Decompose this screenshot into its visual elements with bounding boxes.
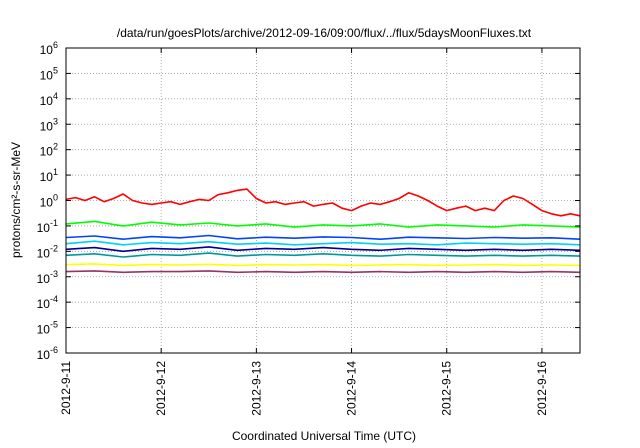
plot-lines	[65, 188, 581, 274]
y-tick-label: 102	[40, 142, 58, 159]
y-tick-label: 10-1	[37, 218, 58, 235]
y-tick-label: 103	[40, 116, 58, 133]
y-axis-label: protons/cm²-s-sr-MeV	[9, 142, 23, 258]
chart-title: /data/run/goesPlots/archive/2012-09-16/0…	[117, 26, 532, 40]
y-tick-label: 104	[40, 91, 58, 108]
x-axis-label: Coordinated Universal Time (UTC)	[232, 429, 416, 443]
y-tick-label: 10-5	[37, 320, 58, 337]
x-tick-label: 2012-9-11	[59, 361, 73, 415]
x-tick-label: 2012-9-15	[440, 361, 454, 416]
y-tick-label: 101	[40, 167, 58, 184]
x-tick-label: 2012-9-16	[535, 361, 549, 416]
x-tick-label: 2012-9-14	[345, 361, 359, 416]
y-tick-label: 100	[40, 193, 58, 210]
series-line	[65, 270, 581, 274]
y-tick-label: 10-2	[37, 243, 58, 260]
x-tick-label: 2012-9-13	[249, 361, 263, 416]
y-tick-label: 10-4	[37, 294, 58, 311]
y-tick-label: 10-6	[37, 345, 58, 362]
x-ticks: 2012-9-11 2012-9-12 2012-9-13 2012-9-14 2012…	[59, 48, 549, 416]
series-line	[65, 188, 581, 217]
series-line	[65, 252, 581, 258]
series-line	[65, 234, 581, 240]
y-tick-label: 105	[40, 65, 58, 82]
y-tick-label: 106	[40, 40, 58, 57]
series-line	[65, 246, 581, 253]
series-line	[65, 240, 581, 246]
y-ticks: 10-6 10-5 10-4 10-3 10-2 10-1 100 101 102 103 104 1…	[37, 40, 580, 362]
series-line	[65, 263, 581, 267]
x-tick-label: 2012-9-12	[154, 361, 168, 416]
series-line	[65, 220, 581, 228]
y-tick-label: 10-3	[37, 269, 58, 286]
